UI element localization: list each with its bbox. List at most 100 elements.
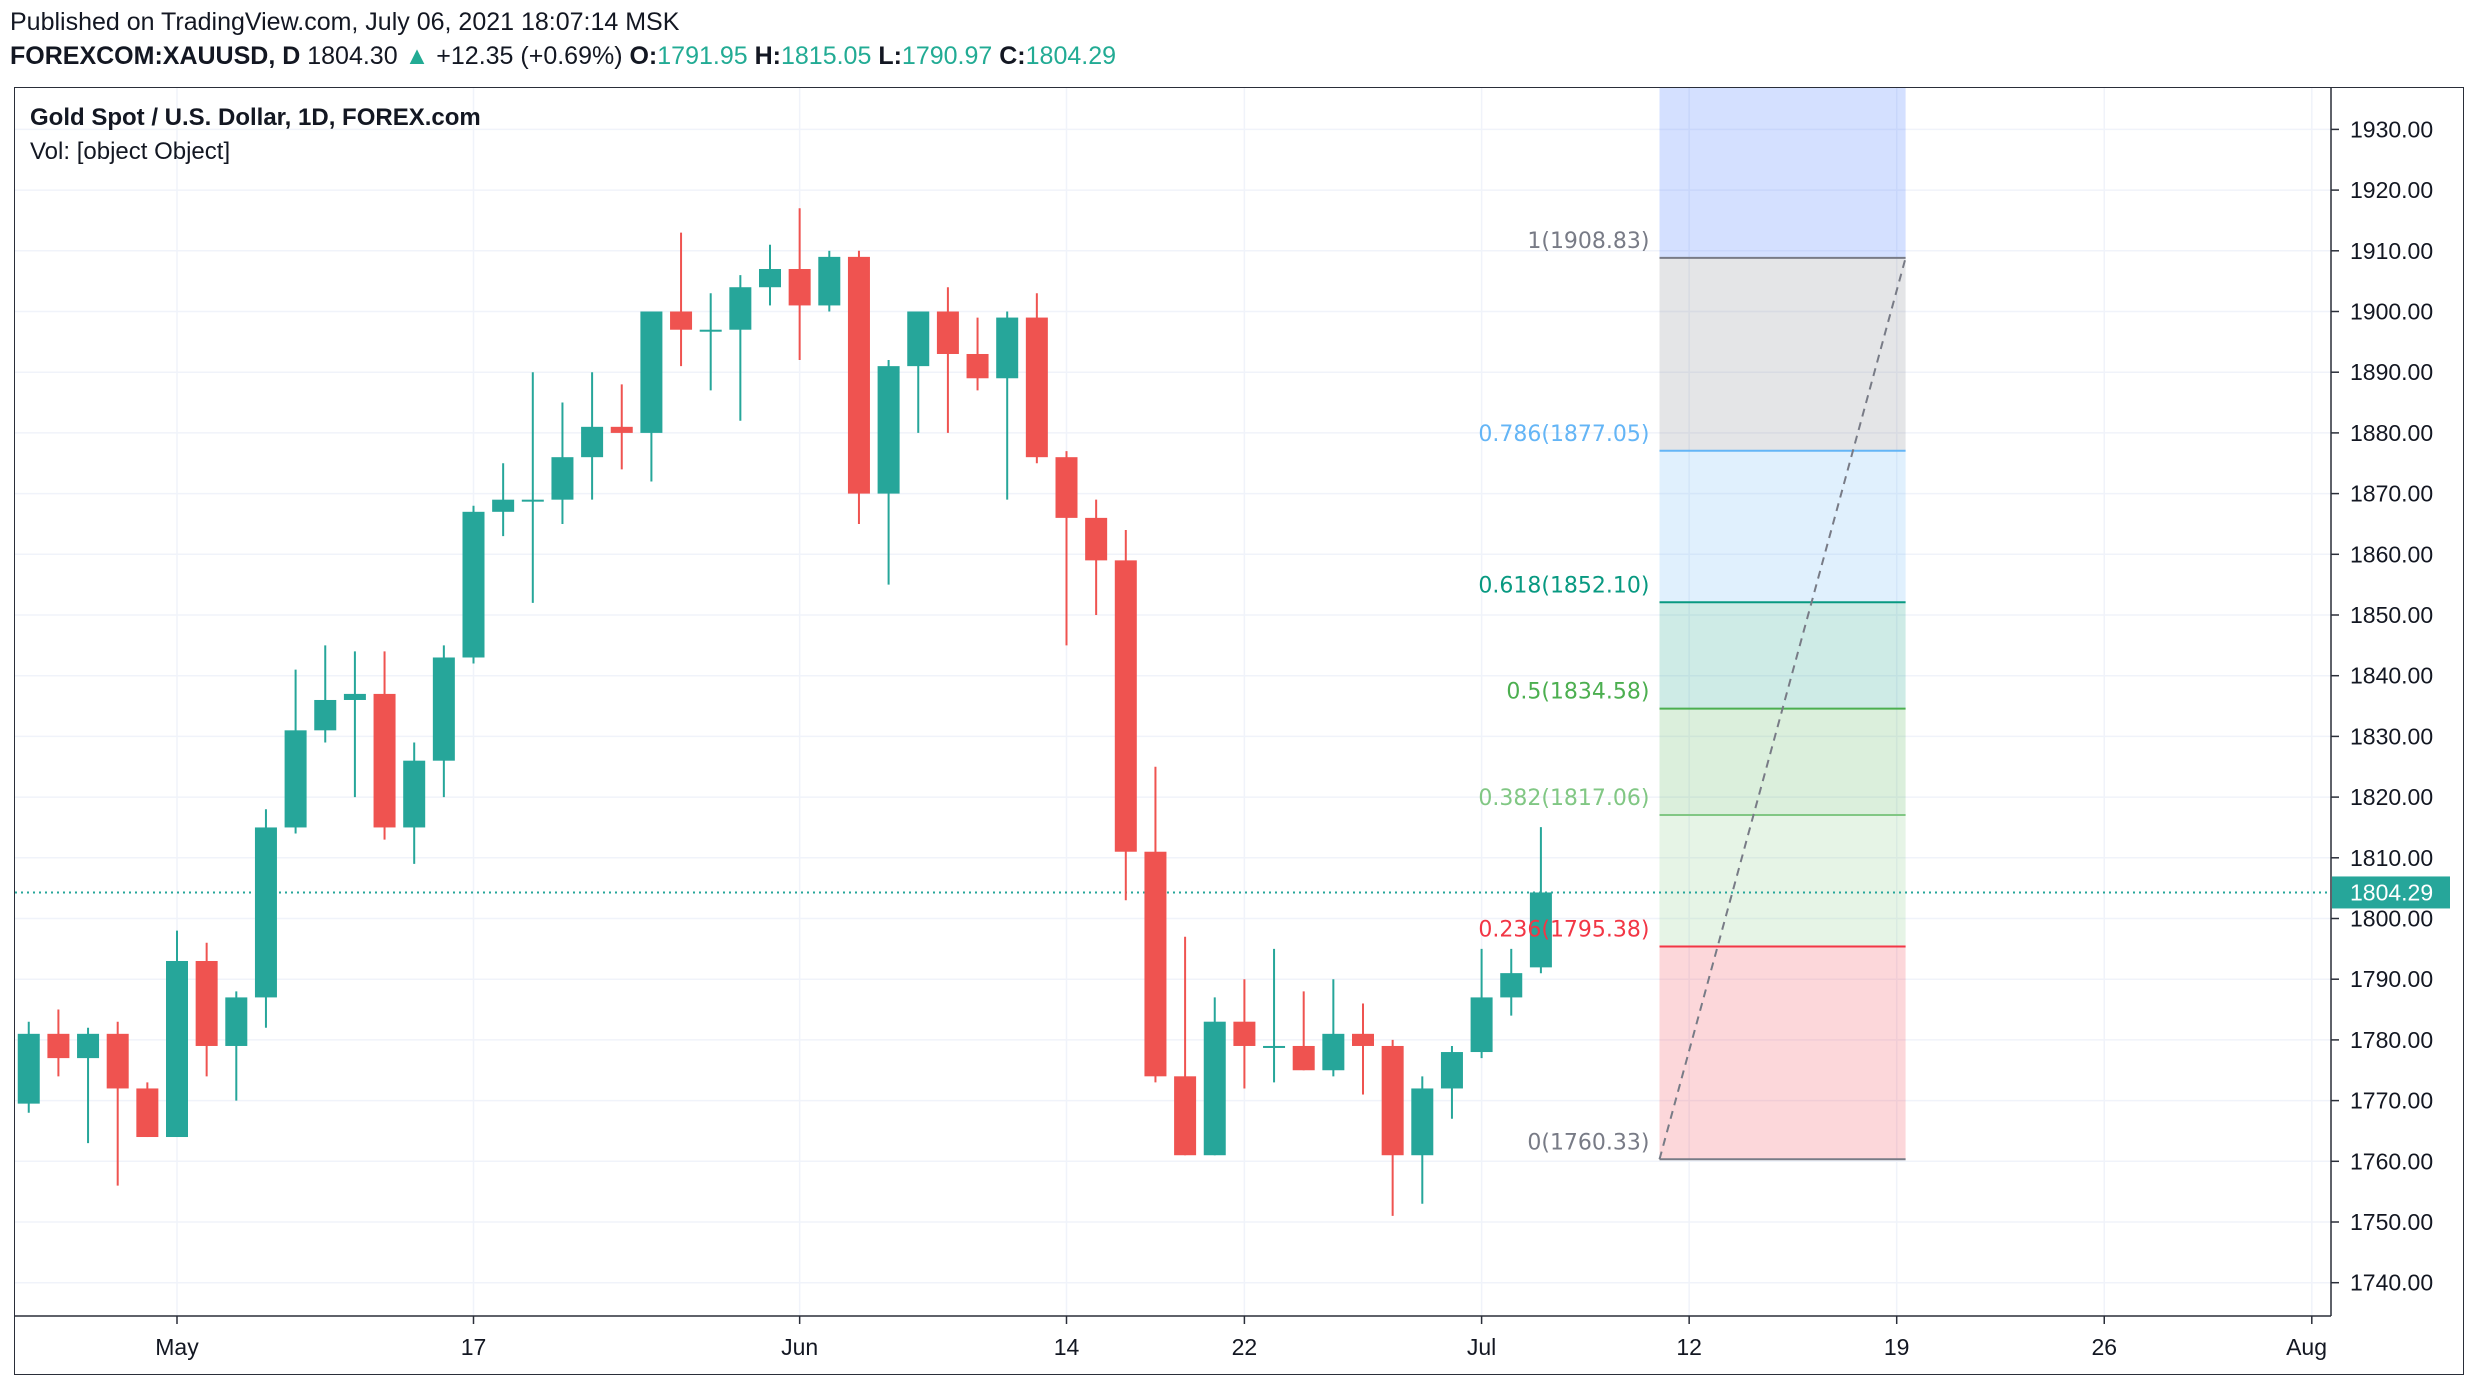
candle-body bbox=[788, 269, 811, 306]
candle-body bbox=[610, 426, 633, 433]
candle bbox=[195, 942, 218, 1077]
price-tick-label: 1750.00 bbox=[2350, 1209, 2433, 1235]
price-tick-label: 1800.00 bbox=[2350, 906, 2433, 932]
time-tick-label: 12 bbox=[1676, 1334, 1702, 1360]
candle-body bbox=[1203, 1021, 1226, 1156]
up-arrow-icon: ▲ bbox=[404, 42, 430, 70]
time-tick-label: Jul bbox=[1467, 1334, 1496, 1360]
candle bbox=[403, 742, 426, 864]
candle-body bbox=[1025, 317, 1048, 458]
candle bbox=[225, 991, 248, 1101]
candle bbox=[996, 311, 1019, 500]
candle bbox=[462, 505, 485, 664]
price-tick-label: 1770.00 bbox=[2350, 1088, 2433, 1114]
candle-body bbox=[551, 457, 574, 500]
candle-body bbox=[640, 311, 663, 433]
candle bbox=[314, 645, 337, 743]
fib-level-label: 0.236(1795.38) bbox=[1478, 918, 1649, 943]
last-price-badge bbox=[2332, 876, 2450, 909]
time-tick-label: 26 bbox=[2091, 1334, 2117, 1360]
candle bbox=[610, 384, 633, 470]
fib-zone bbox=[1659, 946, 1906, 1160]
time-tick-label: 14 bbox=[1054, 1334, 1080, 1360]
fib-labels: 1(1908.83) 0.786(1877.05) 0.618(1852.10) 0.… bbox=[1478, 229, 1649, 1155]
candle bbox=[818, 250, 841, 312]
price-tick-label: 1880.00 bbox=[2350, 420, 2433, 446]
candle-body bbox=[254, 827, 277, 998]
candle-body bbox=[996, 317, 1019, 379]
price-tick-label: 1830.00 bbox=[2350, 723, 2433, 749]
open-value: 1791.95 bbox=[657, 42, 748, 70]
fib-zone bbox=[1659, 708, 1906, 815]
candle-body bbox=[521, 499, 544, 502]
candle-body bbox=[1263, 1045, 1286, 1048]
candle bbox=[1144, 766, 1167, 1083]
candle-body bbox=[195, 960, 218, 1046]
candle-body bbox=[1322, 1033, 1345, 1071]
price-tick-label: 1930.00 bbox=[2350, 116, 2433, 142]
fib-level-label: 0.382(1817.06) bbox=[1478, 786, 1649, 811]
price-tick-label: 1790.00 bbox=[2350, 966, 2433, 992]
candle-body bbox=[1085, 517, 1108, 561]
candle bbox=[1025, 293, 1048, 464]
time-tick-label: Aug bbox=[2286, 1334, 2327, 1360]
candle bbox=[847, 250, 870, 524]
candle bbox=[1233, 979, 1256, 1089]
high-value: 1815.05 bbox=[780, 42, 872, 70]
candle-body bbox=[729, 287, 752, 330]
candle-body bbox=[847, 256, 870, 494]
candle bbox=[17, 1021, 40, 1113]
candle bbox=[1381, 1039, 1404, 1216]
candle bbox=[699, 293, 722, 391]
candle bbox=[432, 645, 455, 798]
price-tick-label: 1850.00 bbox=[2350, 602, 2433, 628]
candle bbox=[343, 651, 366, 798]
price-tick-label: 1920.00 bbox=[2350, 177, 2433, 203]
candle-body bbox=[907, 311, 930, 367]
candle-body bbox=[1233, 1021, 1256, 1046]
grid bbox=[15, 88, 2331, 1316]
fib-zone bbox=[1659, 602, 1906, 709]
fib-zone bbox=[1659, 257, 1906, 451]
candle bbox=[966, 317, 989, 391]
price-tick-label: 1840.00 bbox=[2350, 663, 2433, 689]
candle-body bbox=[1292, 1045, 1315, 1071]
candle bbox=[1470, 948, 1493, 1059]
candle bbox=[1440, 1045, 1463, 1119]
candle bbox=[47, 1009, 70, 1077]
candle-body bbox=[1411, 1088, 1434, 1156]
candle-body bbox=[373, 693, 396, 828]
time-tick-label: Jun bbox=[781, 1334, 818, 1360]
candle-body bbox=[225, 997, 248, 1046]
candle bbox=[877, 360, 900, 585]
fib-level-label: 0.786(1877.05) bbox=[1478, 422, 1649, 447]
candle bbox=[77, 1027, 100, 1144]
candle-body bbox=[403, 760, 426, 828]
price-tick-label: 1860.00 bbox=[2350, 541, 2433, 567]
fib-zone bbox=[1659, 450, 1906, 603]
candle-body bbox=[166, 960, 188, 1138]
fib-level-label: 0.618(1852.10) bbox=[1478, 573, 1649, 598]
low-value: 1790.97 bbox=[901, 42, 993, 70]
candle-body bbox=[1381, 1045, 1404, 1156]
candle bbox=[166, 930, 188, 1138]
candle-body bbox=[432, 657, 455, 761]
candle bbox=[936, 287, 959, 433]
candle bbox=[1085, 499, 1108, 615]
last-price: 1804.30 bbox=[307, 42, 398, 70]
candle bbox=[640, 311, 663, 482]
candle-body bbox=[1144, 851, 1167, 1077]
price-tick-label: 1760.00 bbox=[2350, 1148, 2433, 1174]
candle-body bbox=[136, 1088, 159, 1138]
candle bbox=[492, 463, 515, 537]
price-tick-label: 1910.00 bbox=[2350, 238, 2433, 264]
last-price-badge-label: 1804.29 bbox=[2350, 879, 2433, 905]
low-key: L: bbox=[878, 42, 902, 70]
candle bbox=[1352, 1003, 1374, 1095]
candle-body bbox=[77, 1033, 100, 1059]
candle-body bbox=[1440, 1052, 1463, 1089]
fib-level-label: 0.5(1834.58) bbox=[1506, 680, 1649, 705]
fib-level-label: 1(1908.83) bbox=[1527, 229, 1649, 254]
chart-title: Gold Spot / U.S. Dollar, 1D, FOREX.com bbox=[30, 104, 481, 131]
